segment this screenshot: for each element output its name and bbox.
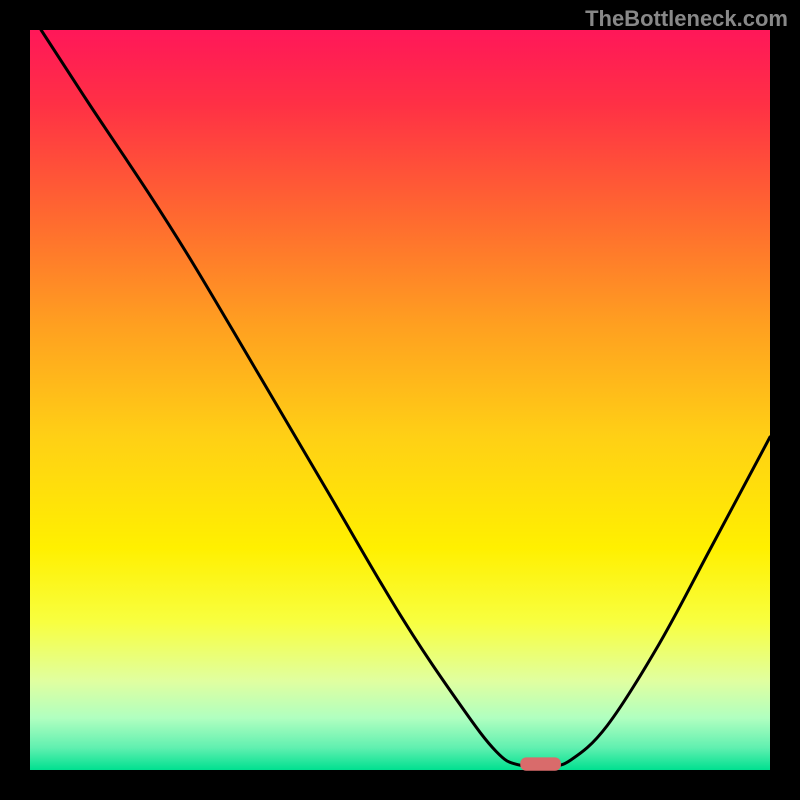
- optimal-marker: [520, 757, 561, 770]
- watermark-text: TheBottleneck.com: [585, 6, 788, 32]
- bottleneck-chart: [0, 0, 800, 800]
- chart-container: TheBottleneck.com: [0, 0, 800, 800]
- gradient-background: [30, 30, 770, 770]
